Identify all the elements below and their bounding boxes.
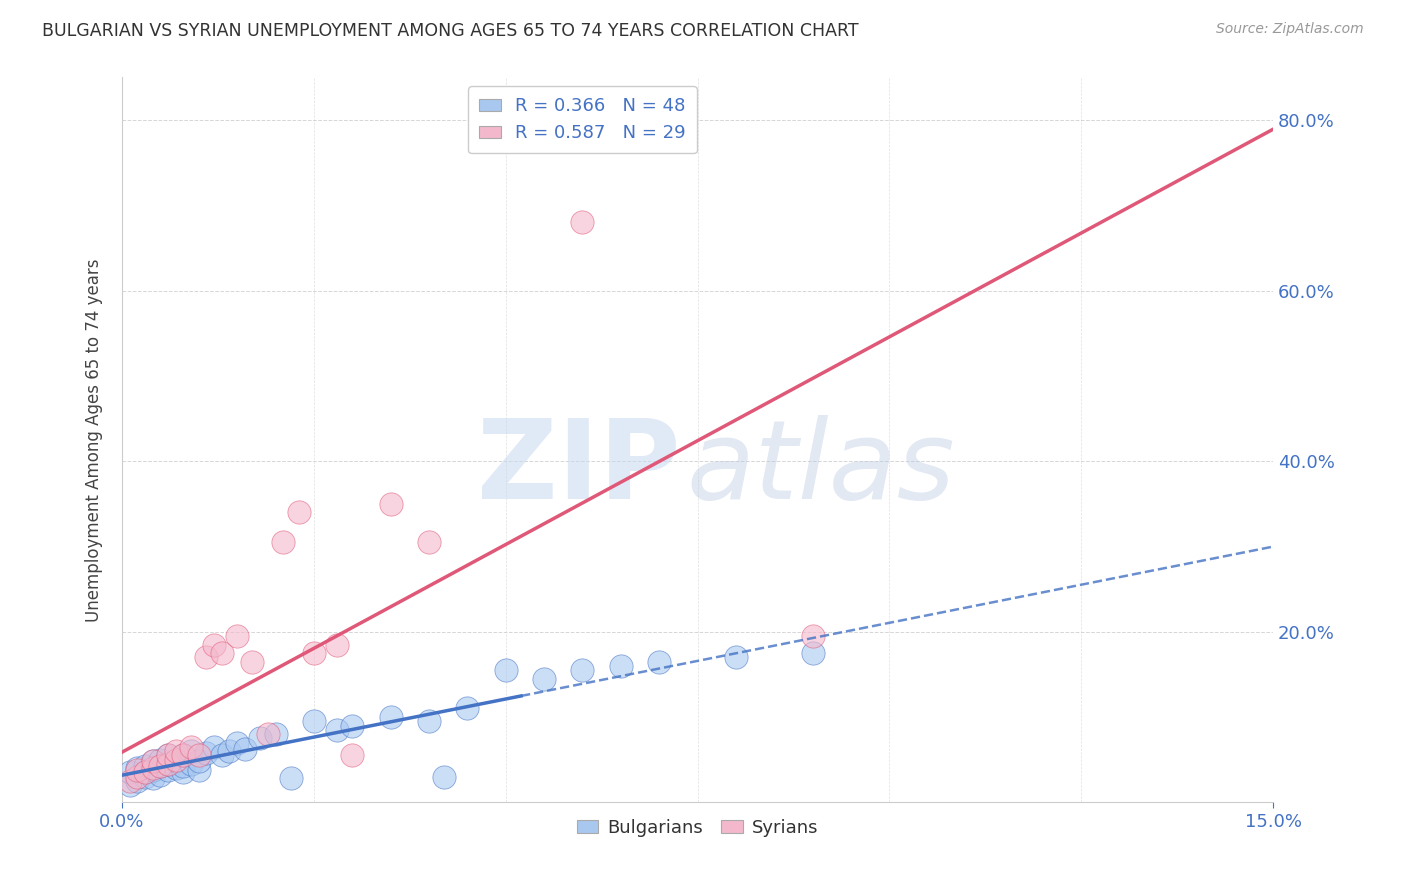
Point	[418, 535, 440, 549]
Point	[142, 761, 165, 775]
Point	[202, 638, 225, 652]
Text: atlas: atlas	[686, 416, 955, 523]
Point	[134, 765, 156, 780]
Point	[724, 650, 747, 665]
Point	[195, 650, 218, 665]
Point	[326, 723, 349, 737]
Point	[142, 763, 165, 777]
Text: ZIP: ZIP	[477, 416, 681, 523]
Point	[342, 748, 364, 763]
Y-axis label: Unemployment Among Ages 65 to 74 years: Unemployment Among Ages 65 to 74 years	[86, 258, 103, 622]
Point	[172, 765, 194, 780]
Point	[380, 710, 402, 724]
Point	[218, 744, 240, 758]
Point	[433, 770, 456, 784]
Point	[134, 765, 156, 780]
Point	[610, 658, 633, 673]
Point	[202, 739, 225, 754]
Point	[149, 753, 172, 767]
Point	[134, 770, 156, 784]
Point	[142, 755, 165, 769]
Point	[149, 759, 172, 773]
Point	[456, 701, 478, 715]
Point	[533, 672, 555, 686]
Point	[226, 735, 249, 749]
Point	[418, 714, 440, 729]
Point	[118, 774, 141, 789]
Point	[326, 638, 349, 652]
Point	[187, 755, 209, 769]
Text: BULGARIAN VS SYRIAN UNEMPLOYMENT AMONG AGES 65 TO 74 YEARS CORRELATION CHART: BULGARIAN VS SYRIAN UNEMPLOYMENT AMONG A…	[42, 22, 859, 40]
Point	[165, 755, 187, 769]
Point	[157, 748, 180, 763]
Point	[287, 505, 309, 519]
Point	[195, 746, 218, 760]
Point	[256, 727, 278, 741]
Point	[249, 731, 271, 746]
Point	[801, 629, 824, 643]
Point	[134, 759, 156, 773]
Point	[571, 663, 593, 677]
Point	[302, 646, 325, 660]
Point	[172, 748, 194, 763]
Point	[271, 535, 294, 549]
Point	[127, 770, 149, 784]
Point	[233, 742, 256, 756]
Point	[142, 755, 165, 769]
Point	[149, 768, 172, 782]
Point	[165, 744, 187, 758]
Point	[172, 748, 194, 763]
Point	[242, 655, 264, 669]
Point	[157, 756, 180, 771]
Point	[157, 756, 180, 771]
Point	[127, 774, 149, 789]
Point	[648, 655, 671, 669]
Point	[180, 744, 202, 758]
Point	[157, 748, 180, 763]
Point	[118, 765, 141, 780]
Text: Source: ZipAtlas.com: Source: ZipAtlas.com	[1216, 22, 1364, 37]
Point	[127, 763, 149, 777]
Point	[165, 753, 187, 767]
Point	[157, 763, 180, 777]
Point	[180, 739, 202, 754]
Point	[211, 748, 233, 763]
Point	[380, 497, 402, 511]
Point	[165, 761, 187, 775]
Point	[211, 646, 233, 660]
Point	[118, 778, 141, 792]
Point	[142, 772, 165, 786]
Point	[280, 772, 302, 786]
Legend: Bulgarians, Syrians: Bulgarians, Syrians	[569, 812, 825, 844]
Point	[187, 763, 209, 777]
Point	[302, 714, 325, 729]
Point	[172, 759, 194, 773]
Point	[180, 756, 202, 771]
Point	[187, 748, 209, 763]
Point	[127, 761, 149, 775]
Point	[264, 727, 287, 741]
Point	[149, 759, 172, 773]
Point	[495, 663, 517, 677]
Point	[571, 215, 593, 229]
Point	[342, 718, 364, 732]
Point	[801, 646, 824, 660]
Point	[226, 629, 249, 643]
